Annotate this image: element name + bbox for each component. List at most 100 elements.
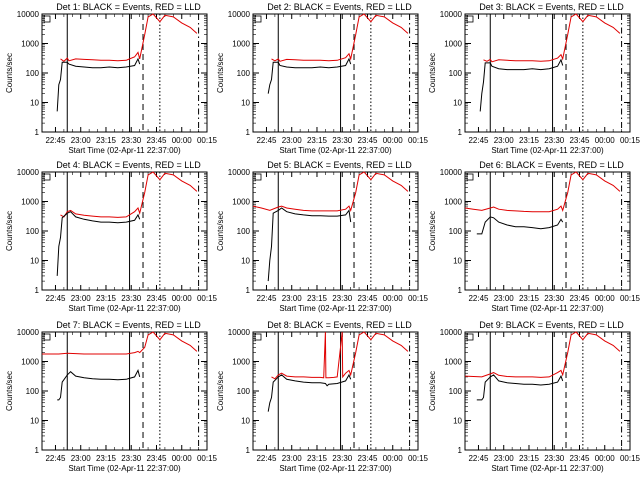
plot-frame <box>464 171 631 291</box>
x-tick-label: 00:15 <box>620 136 640 145</box>
y-tick-label: 10 <box>241 417 250 426</box>
x-tick-label: 22:45 <box>256 136 277 145</box>
series-events <box>267 57 352 94</box>
y-axis-label: Counts/sec <box>5 53 14 93</box>
x-tick-label: 00:15 <box>408 294 429 303</box>
series-events <box>267 373 352 412</box>
y-tick-label: 100 <box>237 227 251 236</box>
y-axis-label: Counts/sec <box>428 53 437 93</box>
x-tick-label: 22:45 <box>45 294 66 303</box>
plot-frame <box>252 13 419 133</box>
x-tick-label: 23:00 <box>71 294 92 303</box>
plot-frame <box>252 171 419 291</box>
x-tick-label: 23:00 <box>282 454 303 463</box>
series-lld <box>252 171 409 212</box>
y-tick-label: 1000 <box>232 358 250 367</box>
x-tick-label: 22:45 <box>45 136 66 145</box>
panel-8: Det 8: BLACK = Events, RED = LLD 1 10 100 10… <box>216 320 429 473</box>
corner-box <box>466 15 474 23</box>
plot-frame <box>41 13 208 133</box>
x-tick-label: 22:45 <box>256 294 277 303</box>
x-tick-label: 23:00 <box>282 136 303 145</box>
y-tick-label: 1000 <box>21 358 39 367</box>
series-lld <box>464 171 621 213</box>
panel-1: Det 1: BLACK = Events, RED = LLD 1 10 100 10… <box>5 2 218 155</box>
x-tick-label: 00:15 <box>408 454 429 463</box>
x-axis-label: Start Time (02-Apr-11 22:37:00) <box>491 146 604 155</box>
x-tick-label: 23:15 <box>307 136 328 145</box>
plot-frame <box>41 171 208 291</box>
panel-2: Det 2: BLACK = Events, RED = LLD 1 10 100 10… <box>216 2 429 155</box>
series-lld <box>60 13 198 62</box>
x-axis-label: Start Time (02-Apr-11 22:37:00) <box>491 464 604 473</box>
x-tick-label: 00:00 <box>172 136 193 145</box>
y-tick-label: 100 <box>237 69 251 78</box>
series-events <box>476 216 564 235</box>
series-events <box>479 58 564 112</box>
y-axis-label: Counts/sec <box>428 211 437 251</box>
series-lld <box>464 331 621 378</box>
x-tick-label: 00:00 <box>383 136 404 145</box>
x-tick-label: 23:15 <box>519 454 540 463</box>
x-tick-label: 23:45 <box>357 136 378 145</box>
y-tick-label: 10000 <box>440 328 463 337</box>
y-tick-label: 10000 <box>17 168 40 177</box>
y-axis-label: Counts/sec <box>5 371 14 411</box>
x-tick-label: 23:30 <box>121 294 142 303</box>
plot-frame <box>464 331 631 451</box>
x-tick-label: 00:00 <box>383 454 404 463</box>
x-tick-label: 00:00 <box>595 294 616 303</box>
x-axis-label: Start Time (02-Apr-11 22:37:00) <box>279 304 392 313</box>
x-tick-label: 23:45 <box>569 454 590 463</box>
x-tick-label: 22:45 <box>45 454 66 463</box>
y-axis-label: Counts/sec <box>216 371 225 411</box>
y-tick-label: 10 <box>241 257 250 266</box>
series-lld <box>483 13 621 63</box>
panel-7: Det 7: BLACK = Events, RED = LLD 1 10 100 10… <box>5 320 218 473</box>
y-tick-label: 10 <box>453 99 462 108</box>
corner-box <box>43 333 51 341</box>
panel-3: Det 3: BLACK = Events, RED = LLD 1 10 100 10… <box>428 2 640 155</box>
corner-box <box>466 333 474 341</box>
corner-box <box>466 173 474 181</box>
y-tick-label: 100 <box>449 69 463 78</box>
panel-title: Det 1: BLACK = Events, RED = LLD <box>56 2 201 12</box>
y-tick-label: 1000 <box>444 40 462 49</box>
x-axis-label: Start Time (02-Apr-11 22:37:00) <box>279 464 392 473</box>
x-tick-label: 23:00 <box>282 294 303 303</box>
y-tick-label: 1000 <box>232 198 250 207</box>
corner-box <box>43 15 51 23</box>
x-tick-label: 23:30 <box>332 294 353 303</box>
x-tick-label: 23:15 <box>96 294 117 303</box>
y-tick-label: 1000 <box>21 198 39 207</box>
x-axis-label: Start Time (02-Apr-11 22:37:00) <box>68 464 181 473</box>
panel-title: Det 5: BLACK = Events, RED = LLD <box>267 160 412 170</box>
y-tick-label: 1 <box>35 128 40 137</box>
x-tick-label: 23:45 <box>146 454 167 463</box>
series-events <box>57 369 141 401</box>
x-axis-label: Start Time (02-Apr-11 22:37:00) <box>68 304 181 313</box>
x-tick-label: 00:00 <box>172 294 193 303</box>
y-tick-label: 1000 <box>444 198 462 207</box>
y-tick-label: 10000 <box>228 328 251 337</box>
y-tick-label: 100 <box>449 387 463 396</box>
x-tick-label: 00:00 <box>172 454 193 463</box>
x-tick-label: 23:30 <box>332 136 353 145</box>
x-tick-label: 23:00 <box>494 294 515 303</box>
y-axis-label: Counts/sec <box>216 211 225 251</box>
panel-6: Det 6: BLACK = Events, RED = LLD 1 10 100 10… <box>428 160 640 313</box>
y-tick-label: 10000 <box>17 328 40 337</box>
y-tick-label: 1000 <box>21 40 39 49</box>
y-tick-label: 10 <box>30 257 39 266</box>
corner-box <box>43 173 51 181</box>
y-tick-label: 10000 <box>228 10 251 19</box>
y-tick-label: 100 <box>26 387 40 396</box>
y-tick-label: 1 <box>246 446 251 455</box>
series-events <box>56 211 141 276</box>
y-tick-label: 10 <box>30 99 39 108</box>
x-tick-label: 22:45 <box>468 136 489 145</box>
series-lld <box>271 13 409 62</box>
plot-frame <box>464 13 631 133</box>
x-tick-label: 22:45 <box>256 454 277 463</box>
